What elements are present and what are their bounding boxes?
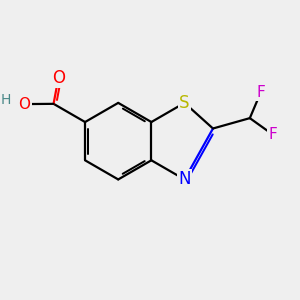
Text: H: H xyxy=(1,93,11,107)
Text: F: F xyxy=(268,127,277,142)
Text: O: O xyxy=(52,69,65,87)
Text: F: F xyxy=(256,85,265,100)
Text: N: N xyxy=(178,170,191,188)
Text: S: S xyxy=(179,94,190,112)
Text: O: O xyxy=(19,97,31,112)
